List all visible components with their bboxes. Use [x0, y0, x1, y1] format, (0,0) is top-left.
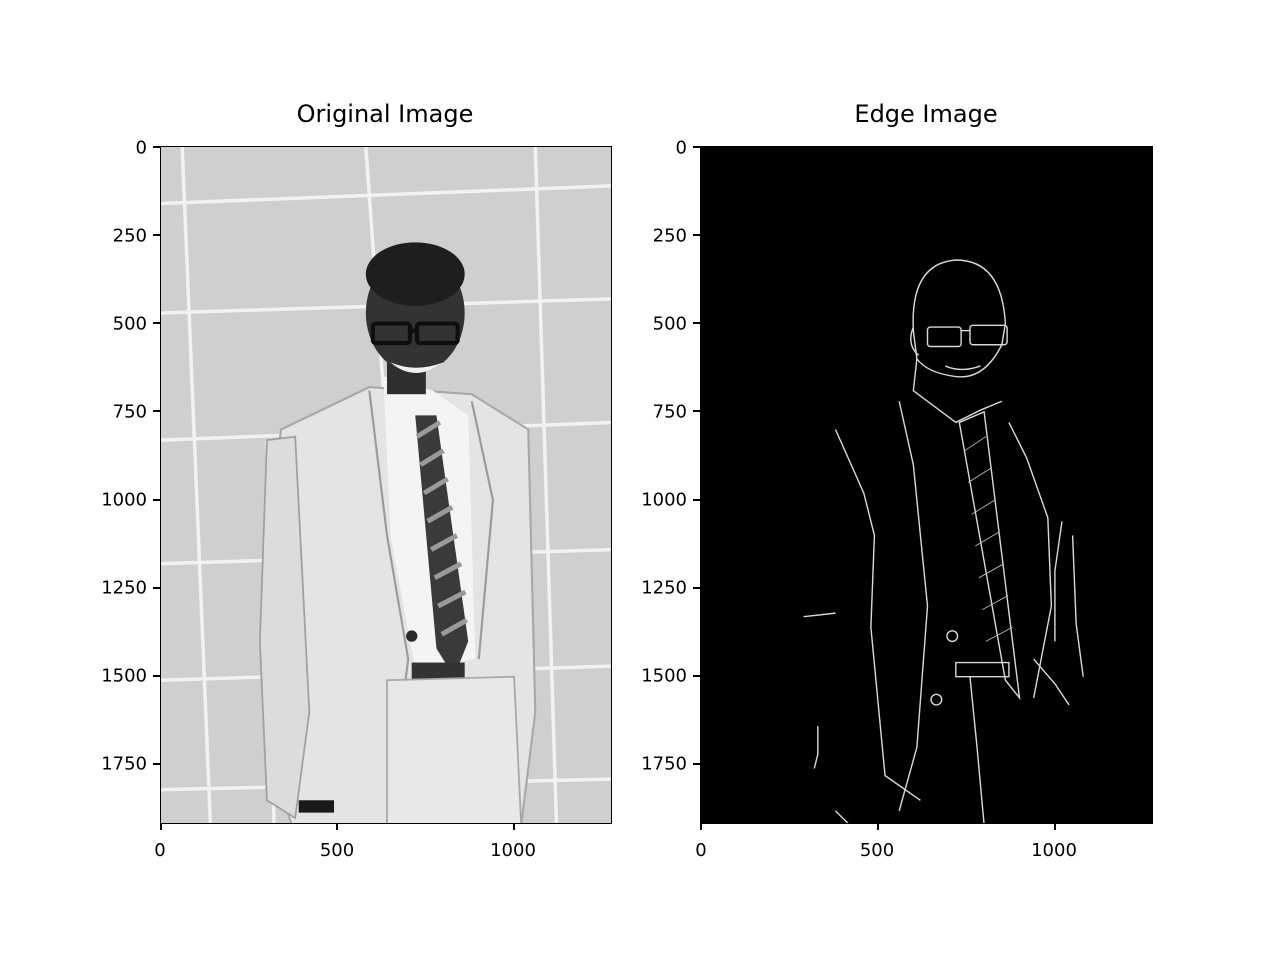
xtick-label: 0 — [154, 840, 166, 861]
ytick-label: 750 — [112, 401, 147, 423]
edge-outlines — [803, 259, 1084, 823]
xtick-label: 500 — [859, 840, 895, 861]
belt — [411, 662, 465, 681]
smile — [390, 362, 444, 373]
original-image — [161, 147, 611, 823]
ytick-mark — [153, 410, 160, 412]
ytick-label: 750 — [652, 401, 687, 423]
ytick-mark — [153, 499, 160, 501]
xtick-label: 0 — [695, 840, 707, 861]
ytick-label: 1000 — [101, 489, 147, 511]
ytick-label: 1500 — [101, 665, 147, 687]
ytick-label: 500 — [112, 313, 147, 335]
xtick-label: 1000 — [490, 840, 536, 861]
left-arm — [258, 435, 311, 820]
ytick-mark — [693, 675, 700, 677]
ytick-label: 500 — [652, 313, 687, 335]
ytick-mark — [693, 146, 700, 148]
ytick-mark — [693, 410, 700, 412]
tie-stripes — [415, 420, 469, 637]
ytick-label: 1250 — [641, 577, 687, 599]
trousers — [386, 675, 522, 823]
xtick-label: 1000 — [1031, 840, 1077, 861]
ytick-mark — [153, 587, 160, 589]
ytick-label: 1250 — [101, 577, 147, 599]
wristwatch — [298, 800, 335, 813]
ytick-label: 1000 — [641, 489, 687, 511]
ytick-mark — [693, 499, 700, 501]
ytick-label: 1500 — [641, 665, 687, 687]
hair — [365, 242, 465, 306]
axes-original — [160, 146, 612, 824]
ytick-mark — [153, 675, 160, 677]
chart-title-original: Original Image — [296, 100, 474, 128]
ytick-mark — [693, 322, 700, 324]
xtick-label: 500 — [319, 840, 355, 861]
ytick-mark — [693, 587, 700, 589]
edge-background — [701, 147, 1152, 823]
ytick-mark — [153, 763, 160, 765]
tie-stripe-edges — [964, 436, 1013, 642]
jacket-button-1 — [406, 630, 418, 642]
ytick-label: 1750 — [101, 753, 147, 775]
axes-edge — [700, 146, 1153, 824]
xtick-mark — [700, 823, 702, 830]
xtick-mark — [1054, 823, 1056, 830]
ytick-label: 250 — [112, 225, 147, 247]
chart-title-edge: Edge Image — [854, 100, 998, 128]
lapel-right — [470, 401, 495, 660]
ytick-label: 250 — [652, 225, 687, 247]
ytick-label: 0 — [135, 137, 147, 159]
ytick-label: 1750 — [641, 753, 687, 775]
ytick-mark — [153, 322, 160, 324]
ytick-mark — [693, 234, 700, 236]
ytick-mark — [153, 234, 160, 236]
xtick-mark — [877, 823, 879, 830]
ytick-mark — [153, 146, 160, 148]
xtick-mark — [160, 823, 162, 830]
xtick-mark — [336, 823, 338, 830]
ytick-mark — [693, 763, 700, 765]
glasses — [370, 321, 460, 346]
edge-image — [701, 147, 1152, 823]
xtick-mark — [513, 823, 515, 830]
ytick-label: 0 — [675, 137, 687, 159]
